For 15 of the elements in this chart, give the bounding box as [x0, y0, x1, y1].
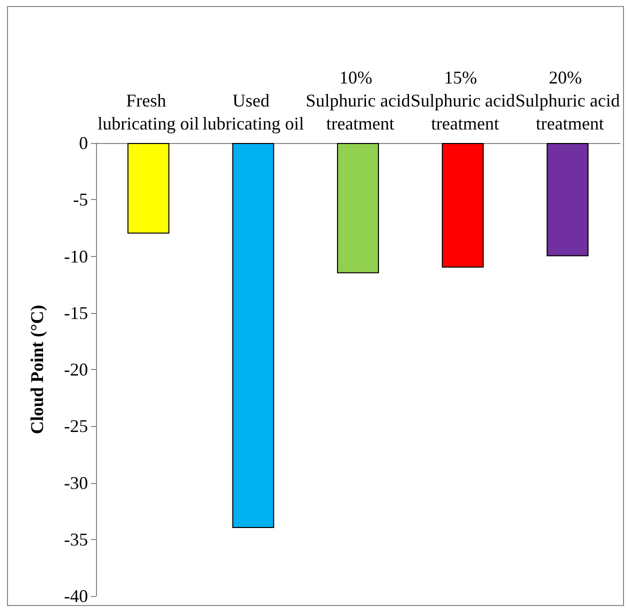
y-tick-label: -30 — [64, 472, 88, 493]
y-tick-label: 0 — [79, 133, 88, 153]
y-axis-title: Cloud Point (°C) — [27, 304, 47, 434]
x-tick-label: 10% Sulphuric acid treatment — [306, 68, 410, 134]
y-tick-label: -10 — [64, 246, 88, 266]
x-tick-label: Fresh lubricating oil — [98, 90, 200, 134]
x-tick-label: Used lubricating oil — [202, 90, 304, 134]
y-tick-label: -40 — [64, 586, 88, 606]
x-tick-label: 15% Sulphuric acid treatment — [410, 68, 516, 134]
y-tick-label: -5 — [73, 190, 88, 210]
x-tick-label: 20% Sulphuric acid treatment — [515, 68, 620, 134]
y-tick-label: -35 — [64, 529, 88, 550]
y-tick-label: -15 — [64, 302, 88, 323]
y-tick-label: -25 — [64, 416, 88, 436]
y-tick-label: -20 — [64, 360, 88, 380]
